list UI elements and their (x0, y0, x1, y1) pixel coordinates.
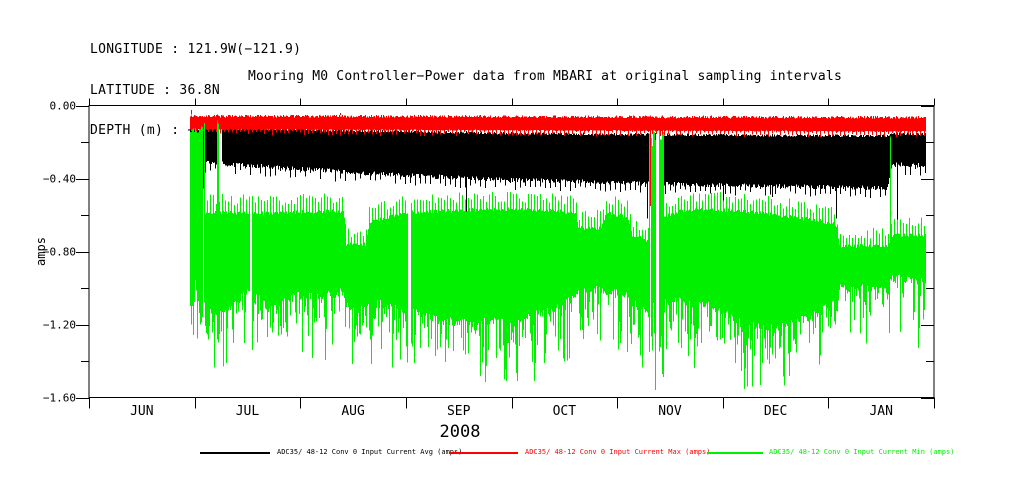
legend-line-max (449, 452, 518, 454)
legend-label-avg: ADC35/ 48-12 Conv 0 Input Current Avg (a… (277, 448, 463, 456)
chart-title: Mooring M0 Controller−Power data from MB… (248, 69, 842, 84)
series-max-path (190, 110, 926, 237)
y-axis-label: amps (34, 237, 48, 266)
y-tick-label: −1.20 (43, 319, 76, 332)
x-tick-label: NOV (658, 404, 682, 419)
header-latitude: LATITUDE : 36.8N (90, 82, 221, 98)
y-tick-label: 0.00 (50, 100, 77, 113)
legend-line-min (707, 452, 763, 454)
x-tick-label: JUL (236, 404, 260, 419)
y-tick-label: −1.60 (43, 392, 76, 405)
x-tick-label: OCT (553, 404, 577, 419)
y-tick-label: −0.40 (43, 173, 76, 186)
x-tick-label: JAN (869, 404, 892, 419)
plot-frame (88, 105, 935, 398)
legend-label-max: ADC35/ 48-12 Conv 0 Input Current Max (a… (525, 448, 711, 456)
legend-line-avg (200, 452, 270, 454)
y-tick-label: −0.80 (43, 246, 76, 259)
x-tick-label: JUN (130, 404, 153, 419)
x-tick-label: SEP (447, 404, 471, 419)
x-axis-year-label: 2008 (440, 422, 481, 442)
header-longitude: LONGITUDE : 121.9W(−121.9) (90, 42, 302, 57)
series-min-path (190, 120, 926, 391)
axis-ticks (76, 98, 935, 409)
x-tick-label: AUG (341, 404, 365, 419)
legend-label-min: ADC35/ 48-12 Conv 0 Input Current Min (a… (769, 448, 955, 456)
x-tick-label: DEC (764, 404, 787, 419)
